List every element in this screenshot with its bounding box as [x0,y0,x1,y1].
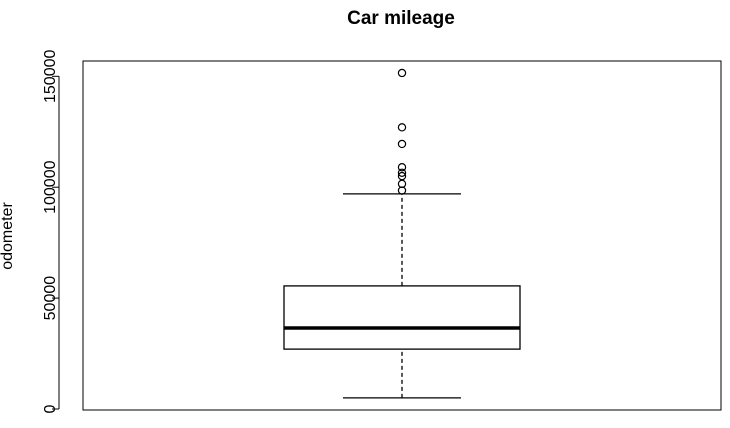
plot-frame [82,60,722,411]
plot-area [283,68,521,399]
outlier-point [397,168,407,177]
outlier-point [397,163,407,172]
y-tick-label: 50000 [42,276,59,321]
outlier-point [397,68,407,78]
y-axis: 0 50000 100000 150000 [42,50,60,413]
outlier-point [397,139,407,149]
chart-title: Car mileage [347,8,455,29]
y-axis-label: odometer [0,202,16,270]
iqr-box [283,285,521,350]
y-tick-label: 150000 [42,50,59,103]
y-tick-label: 100000 [42,160,59,213]
outlier-point [397,171,407,181]
y-tick-label: 0 [42,404,59,413]
outlier-point [397,123,407,132]
